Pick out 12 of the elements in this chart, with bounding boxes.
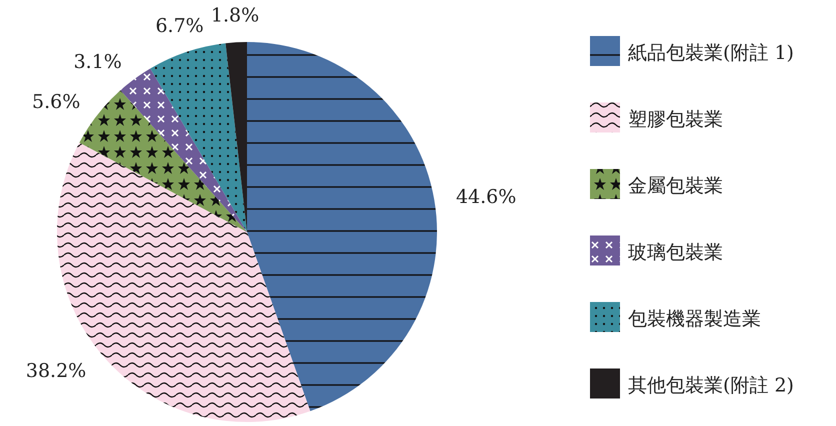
legend-label: 其他包裝業(附註 2) (628, 374, 794, 396)
legend-label: 紙品包裝業(附註 1) (628, 42, 794, 64)
data-label: 38.2% (26, 360, 86, 382)
data-label: 1.8% (210, 4, 260, 26)
legend-label: 玻璃包裝業 (628, 242, 723, 264)
legend-label: 金屬包裝業 (628, 175, 723, 197)
data-label: 5.6% (32, 91, 80, 114)
legend-label: 塑膠包裝業 (628, 108, 723, 130)
data-label: 3.1% (74, 50, 122, 73)
legend-label: 包裝機器製造業 (628, 308, 761, 330)
data-label: 44.6% (456, 186, 516, 208)
data-label: 6.7% (155, 15, 204, 37)
